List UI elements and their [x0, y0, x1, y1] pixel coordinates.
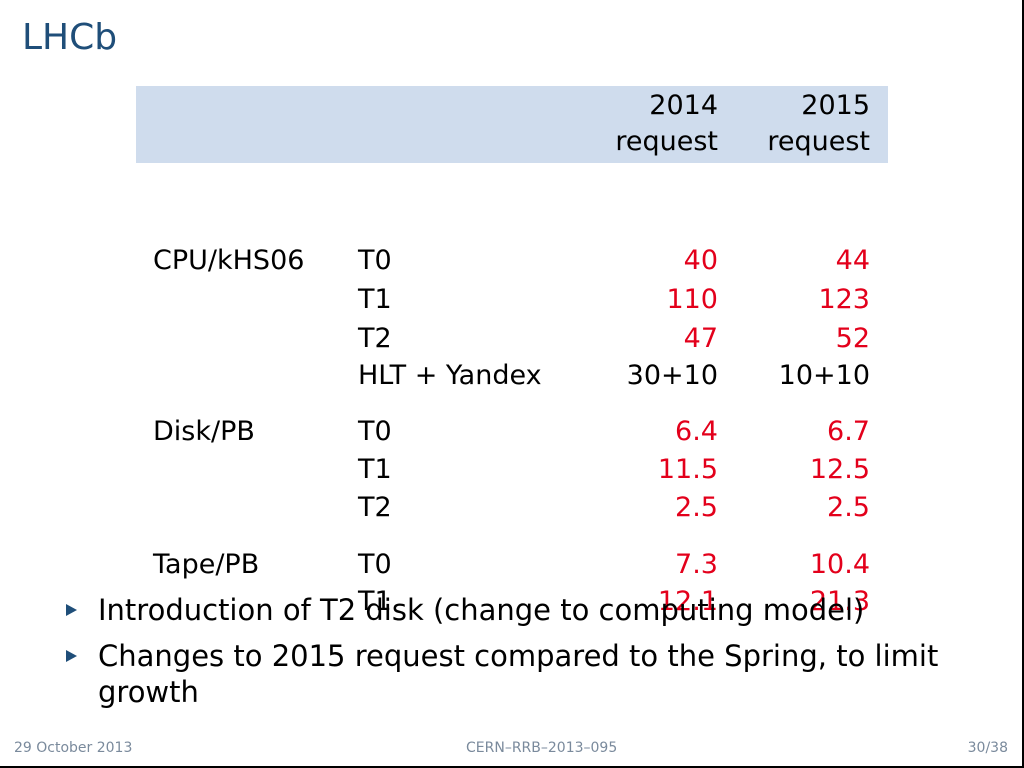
tier-label: T0: [358, 549, 392, 580]
header-2015-label: request: [767, 126, 870, 157]
triangle-bullet-icon: [66, 604, 77, 616]
value-2014: 30+10: [626, 360, 718, 391]
bullet-text: Introduction of T2 disk (change to compu…: [98, 593, 865, 627]
value-2015: 52: [835, 323, 870, 354]
value-2014: 110: [666, 284, 718, 315]
value-2015: 123: [818, 284, 870, 315]
category-label: Disk/PB: [153, 416, 255, 447]
tier-label: HLT + Yandex: [358, 360, 542, 391]
footer-page-number: 30/38: [967, 740, 1008, 756]
value-2015: 10.4: [809, 549, 870, 580]
value-2015: 10+10: [778, 360, 870, 391]
header-2015: 2015 request: [730, 88, 870, 160]
value-2015: 21.3: [809, 586, 870, 617]
slide-title: LHCb: [22, 17, 118, 58]
bullet-list: Introduction of T2 disk (change to compu…: [66, 592, 966, 720]
list-item: Introduction of T2 disk (change to compu…: [66, 592, 966, 628]
value-2015: 12.5: [809, 454, 870, 485]
tier-label: T2: [358, 492, 392, 523]
value-2014: 7.3: [675, 549, 718, 580]
tier-label: T1: [358, 454, 392, 485]
category-label: Tape/PB: [153, 549, 260, 580]
value-2014: 47: [683, 323, 718, 354]
bullet-text: Changes to 2015 request compared to the …: [98, 639, 939, 709]
tier-label: T0: [358, 245, 392, 276]
header-2014-year: 2014: [649, 90, 718, 121]
tier-label: T1: [358, 284, 392, 315]
value-2014: 11.5: [657, 454, 718, 485]
header-2014: 2014 request: [578, 88, 718, 160]
tier-label: T2: [358, 323, 392, 354]
header-2014-label: request: [615, 126, 718, 157]
value-2015: 2.5: [827, 492, 870, 523]
value-2015: 44: [835, 245, 870, 276]
resource-request-table: 2014 request 2015 request CPU/kHS06 T0 4…: [136, 86, 888, 617]
tier-label: T0: [358, 416, 392, 447]
table-header: 2014 request 2015 request: [136, 86, 888, 163]
value-2014: 12.1: [657, 586, 718, 617]
header-2015-year: 2015: [801, 90, 870, 121]
footer-date: 29 October 2013: [14, 740, 133, 756]
category-label: CPU/kHS06: [153, 245, 305, 276]
triangle-bullet-icon: [66, 650, 77, 662]
footer-reference: CERN–RRB–2013–095: [466, 740, 618, 756]
tier-label: T1: [358, 586, 392, 617]
list-item: Changes to 2015 request compared to the …: [66, 638, 966, 710]
value-2014: 2.5: [675, 492, 718, 523]
value-2014: 6.4: [675, 416, 718, 447]
value-2015: 6.7: [827, 416, 870, 447]
value-2014: 40: [683, 245, 718, 276]
